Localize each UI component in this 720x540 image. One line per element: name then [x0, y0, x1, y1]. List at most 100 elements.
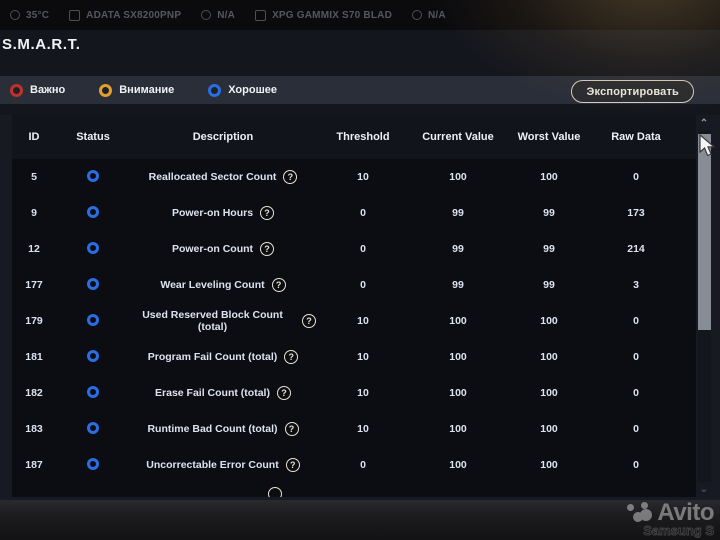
description-text: Power-on Hours	[171, 207, 254, 219]
scroll-down-icon[interactable]: ⌄	[699, 484, 709, 495]
export-button[interactable]: Экспортировать	[571, 80, 694, 103]
attribute-threshold: 10	[357, 351, 369, 363]
description-text: Runtime Bad Count (total)	[147, 423, 278, 435]
legend-item-warning: Внимание	[99, 83, 175, 97]
attribute-id: 179	[25, 315, 43, 327]
attribute-description: Uncorrectable Error Count?	[130, 458, 316, 472]
watermark-subtext: Samsung S	[643, 523, 715, 539]
col-header-raw: Raw Data	[611, 131, 661, 143]
help-icon[interactable]: ?	[284, 422, 299, 436]
attribute-id: 183	[25, 423, 43, 435]
description-text: Wear Leveling Count	[160, 279, 265, 291]
warning-dot-icon	[99, 83, 113, 97]
attribute-raw: 3	[633, 279, 639, 291]
status-good-icon	[87, 205, 99, 218]
status-good-icon	[87, 457, 99, 470]
description-text: Power-on Count	[171, 243, 254, 255]
attribute-description: Power-on Count?	[130, 242, 316, 256]
avito-logo-icon	[626, 500, 653, 526]
attribute-raw: 0	[633, 459, 639, 471]
status-good-icon	[87, 169, 99, 182]
attribute-description: Power-on Hours?	[130, 206, 316, 220]
description-text: Reallocated Sector Count	[148, 171, 277, 183]
legend-item-critical: Важно	[10, 83, 66, 97]
attribute-threshold: 0	[360, 279, 366, 291]
help-icon[interactable]: ?	[271, 278, 286, 292]
legend-label: Внимание	[119, 84, 175, 96]
attribute-status	[56, 313, 130, 329]
attribute-raw: 214	[627, 243, 645, 255]
col-header-current: Current Value	[422, 131, 494, 143]
attribute-raw: 0	[633, 387, 639, 399]
checkbox-icon[interactable]	[255, 9, 267, 21]
attribute-raw: 0	[633, 171, 639, 183]
drive-name: ADATA SX8200PNP	[86, 9, 182, 21]
vertical-scrollbar[interactable]: ⌃ ⌄	[696, 118, 714, 496]
attribute-current: 100	[449, 315, 467, 327]
attribute-worst: 100	[540, 315, 558, 327]
attribute-current: 99	[452, 279, 464, 291]
help-icon[interactable]: ?	[276, 386, 291, 400]
status-good-icon	[87, 277, 99, 290]
attribute-status	[56, 349, 130, 365]
attribute-status	[56, 169, 130, 185]
help-icon[interactable]: ?	[260, 206, 275, 220]
page-title: S.M.A.R.T.	[2, 36, 81, 53]
status-good-icon	[87, 313, 99, 326]
table-row: 183 Runtime Bad Count (total)? 10 100 100 0	[12, 411, 696, 447]
col-header-status: Status	[76, 131, 110, 143]
table-row: 181 Program Fail Count (total)? 10 100 100 0	[12, 339, 696, 375]
attribute-threshold: 10	[357, 423, 369, 435]
checkbox-icon[interactable]	[69, 9, 81, 21]
attribute-current: 100	[449, 387, 467, 399]
table-body: 5 Reallocated Sector Count? 10 100 100 0 9 Powe…	[12, 159, 696, 483]
attribute-status	[56, 277, 130, 293]
col-header-desc: Description	[192, 131, 254, 143]
status-ring-icon	[201, 10, 212, 20]
attribute-description: Erase Fail Count (total)?	[130, 386, 316, 400]
help-icon[interactable]: ?	[283, 170, 298, 184]
drive-status-xpg: N/A	[412, 10, 446, 21]
attribute-raw: 0	[633, 423, 639, 435]
status-good-icon	[87, 421, 99, 434]
attribute-current: 100	[449, 171, 467, 183]
scroll-up-icon[interactable]: ⌃	[699, 118, 709, 129]
good-dot-icon	[208, 83, 222, 97]
drive-select-adata[interactable]: ADATA SX8200PNP	[69, 9, 182, 21]
attribute-status	[56, 457, 130, 473]
attribute-threshold: 10	[357, 315, 369, 327]
attribute-description: Reallocated Sector Count?	[130, 170, 316, 184]
device-selector-bar: 35°C ADATA SX8200PNP N/A XPG GAMMIX S70 …	[0, 0, 720, 30]
status-good-icon	[87, 241, 99, 254]
table-row: 182 Erase Fail Count (total)? 10 100 100 0	[12, 375, 696, 411]
watermark-brand: Avito	[657, 499, 714, 526]
legend-item-good: Хорошее	[208, 83, 277, 97]
help-icon[interactable]: ?	[285, 458, 300, 472]
legend-label: Важно	[30, 84, 66, 96]
attribute-worst: 100	[540, 459, 558, 471]
help-icon[interactable]: ?	[302, 314, 316, 328]
drive-status: N/A	[217, 9, 236, 21]
description-text: Uncorrectable Error Count	[146, 459, 279, 471]
attribute-worst: 100	[540, 423, 558, 435]
attribute-raw: 0	[633, 351, 639, 363]
scrollbar-thumb[interactable]	[698, 134, 711, 330]
attribute-raw: 173	[627, 207, 645, 219]
drive-status-adata: N/A	[201, 10, 235, 21]
attribute-description: Program Fail Count (total)?	[130, 350, 316, 364]
table-row: 12 Power-on Count? 0 99 99 214	[12, 231, 696, 267]
col-header-threshold: Threshold	[336, 131, 390, 143]
attribute-status	[56, 241, 130, 257]
attribute-worst: 100	[540, 351, 558, 363]
help-icon[interactable]: ?	[260, 242, 275, 256]
help-icon[interactable]: ?	[284, 350, 299, 364]
table-row: 177 Wear Leveling Count? 0 99 99 3	[12, 267, 696, 303]
attribute-worst: 100	[540, 171, 558, 183]
drive-select-xpg[interactable]: XPG GAMMIX S70 BLAD	[255, 9, 392, 21]
attribute-worst: 99	[543, 279, 555, 291]
attribute-threshold: 0	[360, 243, 366, 255]
table-row: 9 Power-on Hours? 0 99 99 173	[12, 195, 696, 231]
attribute-threshold: 10	[357, 171, 369, 183]
attribute-current: 100	[449, 459, 467, 471]
